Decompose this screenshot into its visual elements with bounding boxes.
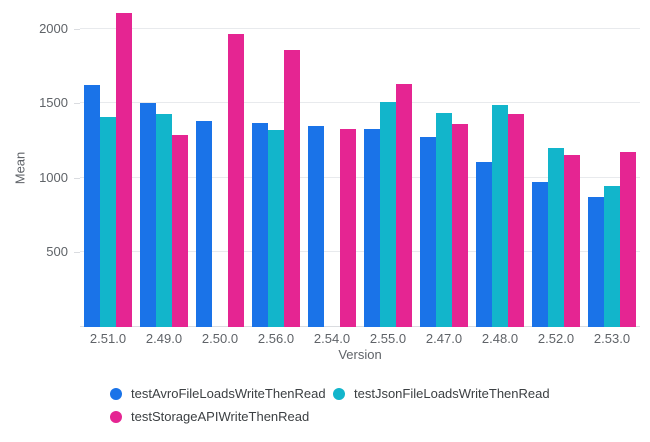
bar-testStorageAPIWriteThenRead[interactable]	[172, 134, 188, 327]
bar-testJsonFileLoadsWriteThenRead[interactable]	[100, 117, 116, 327]
bar-testJsonFileLoadsWriteThenRead[interactable]	[156, 114, 172, 327]
bar-group	[192, 10, 248, 327]
bar-testStorageAPIWriteThenRead[interactable]	[116, 12, 132, 327]
legend-label: testStorageAPIWriteThenRead	[131, 409, 310, 424]
bar-testAvroFileLoadsWriteThenRead[interactable]	[420, 136, 436, 327]
legend-marker-icon	[110, 387, 122, 400]
x-tick-label: 2.50.0	[201, 331, 239, 346]
bar-group	[528, 10, 584, 327]
bar-testStorageAPIWriteThenRead[interactable]	[620, 151, 636, 327]
x-tick-label: 2.52.0	[537, 331, 575, 346]
x-tick-label: 2.55.0	[369, 331, 407, 346]
bar-testJsonFileLoadsWriteThenRead[interactable]	[268, 130, 284, 327]
y-tick-mark	[74, 103, 80, 105]
bar-testAvroFileLoadsWriteThenRead[interactable]	[364, 128, 380, 327]
y-tick-mark	[74, 28, 80, 30]
x-tick-label: 2.49.0	[145, 331, 183, 346]
bar-testAvroFileLoadsWriteThenRead[interactable]	[476, 162, 492, 327]
x-tick-label: 2.51.0	[89, 331, 127, 346]
legend-marker-icon	[333, 387, 345, 400]
bar-group	[472, 10, 528, 327]
bar-testJsonFileLoadsWriteThenRead[interactable]	[380, 101, 396, 327]
x-tick-label: 2.54.0	[313, 331, 351, 346]
y-tick-label: 500	[46, 244, 68, 260]
bar-testAvroFileLoadsWriteThenRead[interactable]	[308, 126, 324, 327]
bar-testJsonFileLoadsWriteThenRead[interactable]	[436, 112, 452, 327]
gridline	[80, 102, 640, 104]
bar-group	[80, 10, 136, 327]
bar-groups	[80, 10, 640, 327]
bar-testAvroFileLoadsWriteThenRead[interactable]	[532, 181, 548, 327]
y-tick-mark	[74, 177, 80, 179]
legend-item-testJsonFileLoadsWriteThenRead[interactable]: testJsonFileLoadsWriteThenRead	[333, 382, 556, 405]
bar-group	[304, 10, 360, 327]
x-tick-labels: 2.51.0 2.49.0 2.50.0 2.56.0 2.54.0 2.55.0 2.47…	[80, 331, 640, 346]
bar-testStorageAPIWriteThenRead[interactable]	[340, 128, 356, 327]
x-axis-title: Version	[338, 347, 382, 362]
legend-label: testAvroFileLoadsWriteThenRead	[131, 386, 326, 401]
bar-testStorageAPIWriteThenRead[interactable]	[284, 50, 300, 327]
x-axis-line	[80, 326, 640, 327]
y-tick-mark	[74, 252, 80, 254]
bar-testStorageAPIWriteThenRead[interactable]	[228, 33, 244, 327]
gridline	[80, 251, 640, 253]
legend-item-testStorageAPIWriteThenRead[interactable]: testStorageAPIWriteThenRead	[110, 405, 333, 428]
legend-item-testAvroFileLoadsWriteThenRead[interactable]: testAvroFileLoadsWriteThenRead	[110, 382, 333, 405]
y-tick-label: 1500	[39, 95, 68, 111]
x-tick-label: 2.56.0	[257, 331, 295, 346]
gridline	[80, 27, 640, 29]
bar-group	[416, 10, 472, 327]
x-tick-label: 2.53.0	[593, 331, 631, 346]
bar-group	[360, 10, 416, 327]
bar-testAvroFileLoadsWriteThenRead[interactable]	[196, 121, 212, 327]
legend-marker-icon	[110, 410, 122, 423]
bar-group	[136, 10, 192, 327]
y-tick-label: 1000	[39, 169, 68, 185]
bar-group	[248, 10, 304, 327]
bar-testStorageAPIWriteThenRead[interactable]	[508, 113, 524, 327]
bar-testJsonFileLoadsWriteThenRead[interactable]	[604, 186, 620, 327]
bar-testStorageAPIWriteThenRead[interactable]	[396, 83, 412, 327]
plot-area	[80, 10, 640, 327]
bar-testJsonFileLoadsWriteThenRead[interactable]	[492, 104, 508, 327]
x-tick-label: 2.47.0	[425, 331, 463, 346]
bar-testAvroFileLoadsWriteThenRead[interactable]	[252, 123, 268, 327]
legend: testAvroFileLoadsWriteThenRead testJsonFi…	[110, 382, 590, 428]
bar-testJsonFileLoadsWriteThenRead[interactable]	[548, 148, 564, 327]
bar-testAvroFileLoadsWriteThenRead[interactable]	[140, 103, 156, 327]
bar-testStorageAPIWriteThenRead[interactable]	[452, 124, 468, 327]
y-tick-label: 2000	[39, 20, 68, 36]
bar-testAvroFileLoadsWriteThenRead[interactable]	[588, 197, 604, 327]
bar-testAvroFileLoadsWriteThenRead[interactable]	[84, 85, 100, 327]
legend-label: testJsonFileLoadsWriteThenRead	[354, 386, 550, 401]
gridline	[80, 176, 640, 178]
x-tick-label: 2.48.0	[481, 331, 519, 346]
bar-group	[584, 10, 640, 327]
bar-testStorageAPIWriteThenRead[interactable]	[564, 154, 580, 327]
